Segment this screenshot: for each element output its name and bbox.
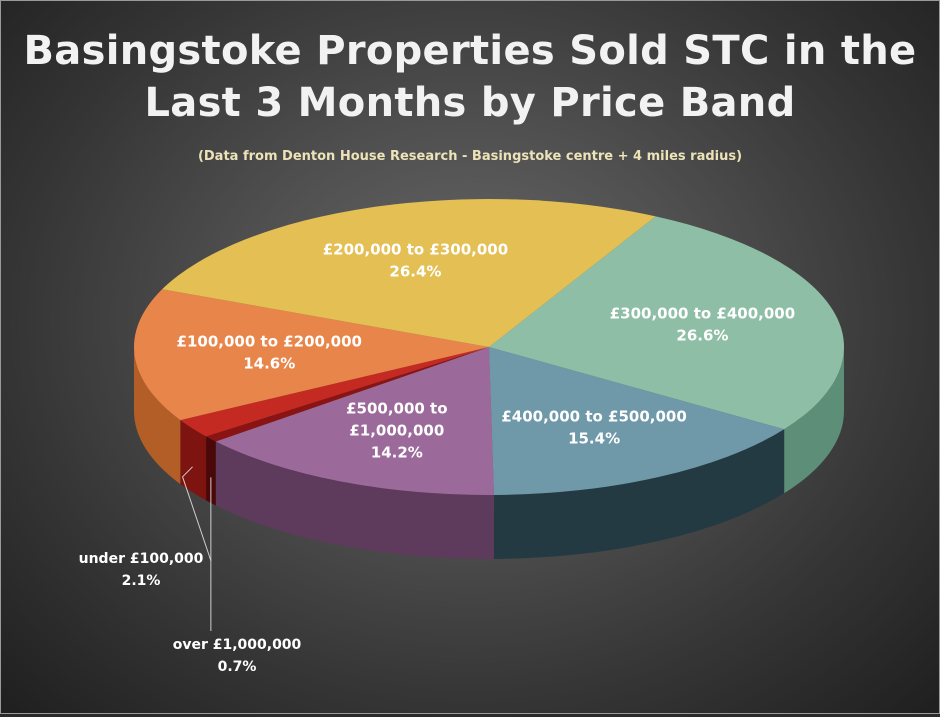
chart-title: Basingstoke Properties Sold STC in the La… [23,28,917,126]
pie-side-0 [784,347,844,494]
pie-side-1 [493,429,785,559]
pie-slice-2 [215,347,494,495]
data-label-5: £100,000 to £200,000 14.6% [177,332,362,372]
pie-slice-3 [206,347,490,442]
data-label-2: £500,000 to £1,000,000 14.2% [346,399,447,461]
data-label-0: £300,000 to £400,000 26.6% [610,305,795,345]
pie-slice-5 [133,289,489,421]
pie-sides [134,347,844,559]
data-label-4: under £100,000 2.1% [79,551,204,589]
pie-slice-6 [162,199,656,347]
pie-side-4 [180,420,207,501]
pie-labels: £300,000 to £400,000 26.6% £400,000 to £50… [79,241,796,675]
data-label-1: £400,000 to £500,000 15.4% [501,408,686,448]
pie-tops [133,199,844,495]
pie-slice-0 [489,216,844,430]
data-label-3: over £1,000,000 0.7% [173,637,302,675]
pie-side-3 [206,436,216,506]
data-label-6: £200,000 to £300,000 26.4% [323,241,508,281]
pie-slice-1 [489,347,785,495]
pie-slice-4 [180,347,490,437]
chart-subtitle: (Data from Denton House Research - Basin… [197,149,743,164]
pie-side-2 [215,441,494,559]
pie-side-5 [134,347,181,485]
leader-line-4 [181,466,212,562]
